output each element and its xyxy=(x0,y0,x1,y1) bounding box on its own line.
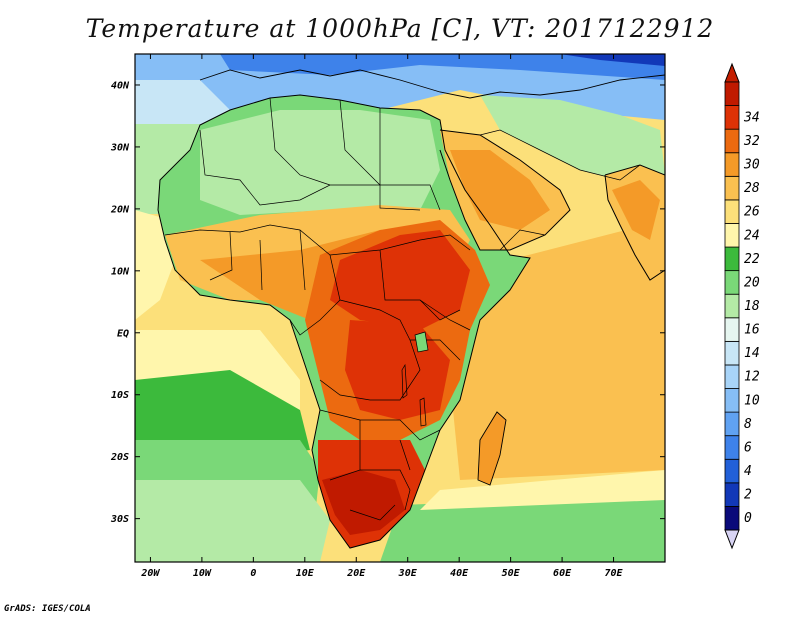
colorbar-swatch xyxy=(724,246,740,272)
lat-tick-label: 20N xyxy=(110,204,130,215)
lon-tick-label: 20E xyxy=(346,568,366,579)
country-borders xyxy=(164,97,641,521)
colorbar-label: 26 xyxy=(744,205,760,220)
colorbar-label: 10 xyxy=(744,393,760,408)
colorbar-label: 4 xyxy=(744,464,752,479)
colorbar-swatch xyxy=(724,223,740,248)
colorbar-label: 0 xyxy=(744,511,752,526)
colorbar-swatch xyxy=(724,388,740,413)
lat-tick-label: 30N xyxy=(110,142,130,153)
lon-tick-label: 0 xyxy=(250,568,256,579)
lon-tick-label: 10W xyxy=(193,568,212,579)
indian-subtropic-band xyxy=(420,470,665,510)
lon-tick-label: 60E xyxy=(553,568,572,579)
lake-victoria xyxy=(414,331,429,353)
colorbar-label: 34 xyxy=(743,110,760,125)
colorbar-swatch xyxy=(724,105,740,130)
lake-malawi xyxy=(419,397,427,427)
colorbar-label: 20 xyxy=(744,275,760,290)
europe-coastline xyxy=(199,69,665,99)
plot-frame xyxy=(134,53,666,563)
colorbar-under-arrow xyxy=(724,529,740,550)
colorbar-swatch xyxy=(724,152,740,177)
colorbar-swatch xyxy=(724,506,740,531)
lon-tick-label: 70E xyxy=(605,568,624,579)
lon-tick-label: 40E xyxy=(450,568,469,579)
lon-tick-label: 50E xyxy=(502,568,521,579)
map-title: Temperature at 1000hPa [C], VT: 20171229… xyxy=(85,14,715,43)
lake-tanganyika xyxy=(401,363,408,399)
colorbar-swatch xyxy=(724,411,740,437)
iran-field xyxy=(480,95,665,180)
colorbar-swatch xyxy=(724,175,740,201)
colorbar-over-arrow xyxy=(724,62,740,83)
north-cold-band xyxy=(220,54,665,80)
india-hot-field xyxy=(612,180,660,240)
colorbar-label: 18 xyxy=(744,299,760,314)
lat-tick-label: EQ xyxy=(117,328,129,339)
southern-indian-band xyxy=(380,495,665,562)
colorbar-label: 2 xyxy=(744,488,752,503)
lon-tick-label: 20W xyxy=(140,568,160,579)
colorbar-swatch xyxy=(724,317,740,342)
colorbar-label: 14 xyxy=(744,346,760,361)
latitude-axis: 40N 30N 20N 10N EQ 10S 20S 30S xyxy=(110,80,665,525)
arabia-hot-field xyxy=(450,150,550,230)
colorbar-swatch xyxy=(724,293,740,319)
northeast-coldest xyxy=(560,54,665,66)
lat-tick-label: 10S xyxy=(111,390,129,401)
colorbar-swatch xyxy=(724,270,740,295)
lat-tick-label: 40N xyxy=(111,80,130,91)
colorbar-label: 30 xyxy=(743,158,760,173)
lat-tick-label: 10N xyxy=(111,266,130,277)
kalahari-hottest xyxy=(322,470,405,535)
colorbar-swatch xyxy=(724,458,740,484)
colorbar-label: 6 xyxy=(744,441,752,456)
map-plot-area xyxy=(135,54,665,562)
colorbar-label: 28 xyxy=(744,181,760,196)
colorbar-label: 16 xyxy=(744,323,760,338)
colorbar-swatch xyxy=(724,364,740,389)
colorbar-swatch xyxy=(724,81,740,106)
colorbar-label: 8 xyxy=(744,417,752,432)
sahara-field xyxy=(200,110,440,215)
longitude-axis: 20W 10W 0 10E 20E 30E 40E 50E 60E 70E xyxy=(140,54,624,579)
sudan-hottest xyxy=(330,230,470,330)
colorbar-label: 24 xyxy=(744,228,760,243)
lon-tick-label: 10E xyxy=(296,568,315,579)
south-atlantic-cool-field xyxy=(135,480,330,562)
colorbar-swatch xyxy=(724,199,740,224)
lat-tick-label: 30S xyxy=(110,514,129,525)
colorbar-swatch xyxy=(724,435,740,460)
madagascar xyxy=(477,411,507,486)
colorbar-swatch xyxy=(724,340,740,366)
colorbar-swatch xyxy=(724,128,740,154)
colorbar-label: 32 xyxy=(743,134,760,149)
colorbar-label: 12 xyxy=(744,370,760,385)
colorbar-swatch xyxy=(724,482,740,507)
lon-tick-label: 30E xyxy=(398,568,418,579)
africa-coastline xyxy=(157,94,531,549)
colorbar-label: 22 xyxy=(744,252,760,267)
grads-credit: GrADS: IGES/COLA xyxy=(4,604,91,614)
lat-tick-label: 20S xyxy=(110,452,129,463)
